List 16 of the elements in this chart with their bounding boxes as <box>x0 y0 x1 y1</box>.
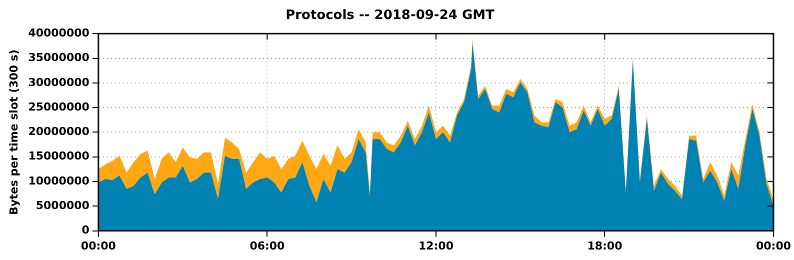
y-tick-label: 25000000 <box>28 100 90 114</box>
y-tick-label: 40000000 <box>28 26 90 40</box>
x-tick-label: 06:00 <box>250 239 286 252</box>
x-tick-label: 12:00 <box>418 239 454 252</box>
y-tick-label: 0 <box>82 224 90 237</box>
x-tick-label: 18:00 <box>587 239 623 252</box>
y-tick-label: 35000000 <box>28 51 90 64</box>
chart-title: Protocols -- 2018-09-24 GMT <box>286 8 495 24</box>
y-tick-label: 5000000 <box>36 199 90 212</box>
y-tick-label: 10000000 <box>28 174 90 188</box>
x-tick-label: 00:00 <box>756 239 792 252</box>
x-tick-label: 00:00 <box>80 239 116 252</box>
y-tick-label: 15000000 <box>28 150 90 163</box>
y-tick-label: 20000000 <box>28 125 90 138</box>
y-tick-label: 30000000 <box>28 76 90 89</box>
y-axis-title: Bytes per time slot (300 s) <box>7 50 20 215</box>
